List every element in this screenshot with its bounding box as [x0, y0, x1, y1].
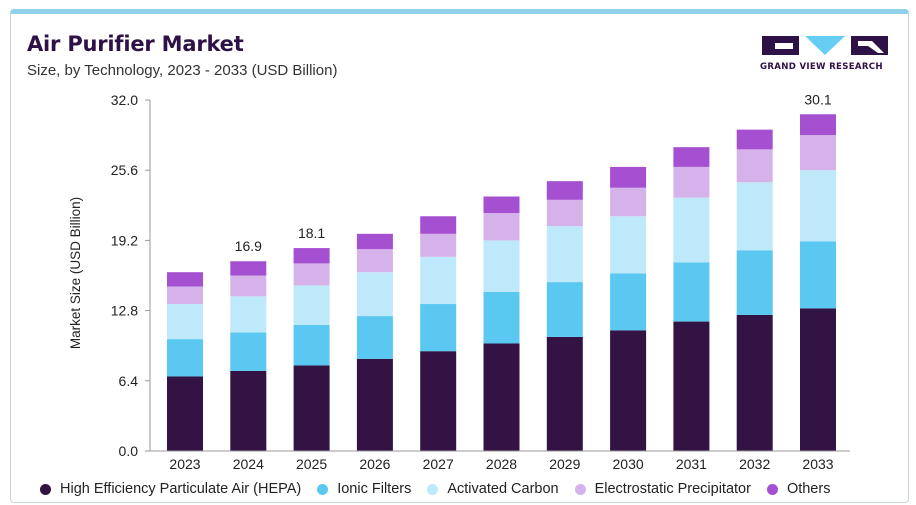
bar-segment: [167, 339, 203, 377]
bar-segment: [230, 275, 267, 297]
x-tick-label: 2023: [169, 456, 200, 472]
legend-item: High Efficiency Particulate Air (HEPA): [40, 481, 301, 497]
bar-segment: [293, 248, 330, 264]
chart-subtitle: Size, by Technology, 2023 - 2033 (USD Bi…: [27, 62, 338, 79]
bar-segment: [546, 336, 583, 451]
y-tick-label: 12.8: [111, 303, 138, 319]
x-tick-label: 2027: [423, 456, 454, 472]
bar-segment: [610, 216, 647, 274]
bar-segment: [293, 263, 330, 286]
legend-label: Others: [786, 481, 831, 497]
legend-item: Others: [766, 481, 831, 497]
bar-segment: [356, 272, 393, 317]
bar-segment: [420, 351, 457, 451]
legend-item: Electrostatic Precipitator: [574, 481, 751, 497]
legend-item: Activated Carbon: [427, 481, 559, 497]
bar-segment: [420, 216, 457, 234]
bar-segment: [483, 343, 520, 451]
bar-segment: [483, 291, 520, 344]
bar-segment: [293, 365, 330, 451]
y-tick-label: 6.4: [119, 373, 139, 389]
bar-segment: [673, 197, 710, 263]
x-tick-label: 2033: [802, 456, 833, 472]
legend-swatch: [317, 483, 329, 495]
x-tick-label: 2029: [549, 456, 580, 472]
bar-segment: [736, 250, 773, 315]
bar-segment: [800, 170, 836, 242]
bar-segment: [293, 324, 330, 366]
legend-label: High Efficiency Particulate Air (HEPA): [60, 481, 302, 497]
bar-segment: [673, 321, 710, 451]
bar-segment: [420, 256, 457, 305]
bar-segment: [610, 273, 647, 331]
bar-segment: [610, 166, 647, 188]
legend-swatch: [574, 483, 586, 495]
bar-segment: [483, 212, 520, 241]
x-tick-label: 2028: [486, 456, 517, 472]
legend-swatch: [427, 483, 439, 495]
legend-item: Ionic Filters: [317, 481, 411, 497]
y-tick-label: 32.0: [111, 92, 138, 108]
data-label: 16.9: [235, 238, 262, 254]
bar-segment: [167, 376, 203, 451]
bar-segment: [546, 199, 583, 227]
bar-segment: [546, 226, 583, 283]
bar-segment: [420, 233, 457, 257]
x-tick-label: 2030: [613, 456, 644, 472]
bar-segment: [673, 262, 710, 322]
bar-segment: [230, 370, 267, 451]
bar-segment: [546, 181, 583, 200]
bar-segment: [420, 304, 457, 352]
bar-segment: [546, 282, 583, 337]
y-axis-label: Market Size (USD Billion): [68, 197, 83, 349]
bar-segment: [800, 241, 836, 309]
chart-title: Air Purifier Market: [27, 32, 244, 56]
x-tick-label: 2026: [359, 456, 390, 472]
bar-segment: [673, 166, 710, 198]
bar-segment: [610, 187, 647, 217]
bar-segment: [167, 304, 203, 340]
legend-label: Ionic Filters: [337, 481, 412, 497]
bar-segment: [736, 149, 773, 183]
bar-segment: [167, 272, 203, 287]
grand-view-research-logo: [762, 36, 888, 55]
data-label: 18.1: [298, 225, 325, 241]
legend: High Efficiency Particulate Air (HEPA) Io…: [40, 481, 846, 497]
legend-label: Activated Carbon: [447, 481, 559, 497]
y-tick-label: 25.6: [111, 162, 138, 178]
bar-segment: [736, 182, 773, 251]
bar-segment: [356, 316, 393, 359]
y-tick-label: 19.2: [111, 232, 138, 248]
bar-segment: [800, 114, 836, 136]
bar-segment: [483, 196, 520, 213]
x-tick-label: 2025: [296, 456, 327, 472]
bar-segment: [356, 249, 393, 273]
y-tick-label: 0.0: [119, 443, 139, 459]
x-tick-label: 2032: [739, 456, 770, 472]
bar-segment: [293, 285, 330, 325]
bar-segment: [736, 129, 773, 150]
bar-segment: [230, 332, 267, 371]
x-tick-label: 2024: [233, 456, 264, 472]
legend-swatch: [40, 483, 51, 495]
data-label: 30.1: [804, 91, 831, 107]
bar-segment: [356, 233, 393, 250]
legend-swatch: [766, 483, 778, 495]
bar-segment: [230, 296, 267, 333]
x-tick-label: 2031: [676, 456, 707, 472]
bar-segment: [483, 240, 520, 292]
bar-segment: [230, 261, 267, 276]
bar-segment: [800, 135, 836, 171]
bar-segment: [673, 147, 710, 167]
bar-segment: [736, 314, 773, 451]
bar-segment: [610, 330, 647, 451]
bar-segment: [356, 358, 393, 451]
bar-segment: [800, 308, 836, 451]
brand-name: GRAND VIEW RESEARCH: [760, 62, 883, 72]
bar-segment: [167, 286, 203, 305]
legend-label: Electrostatic Precipitator: [594, 481, 751, 497]
